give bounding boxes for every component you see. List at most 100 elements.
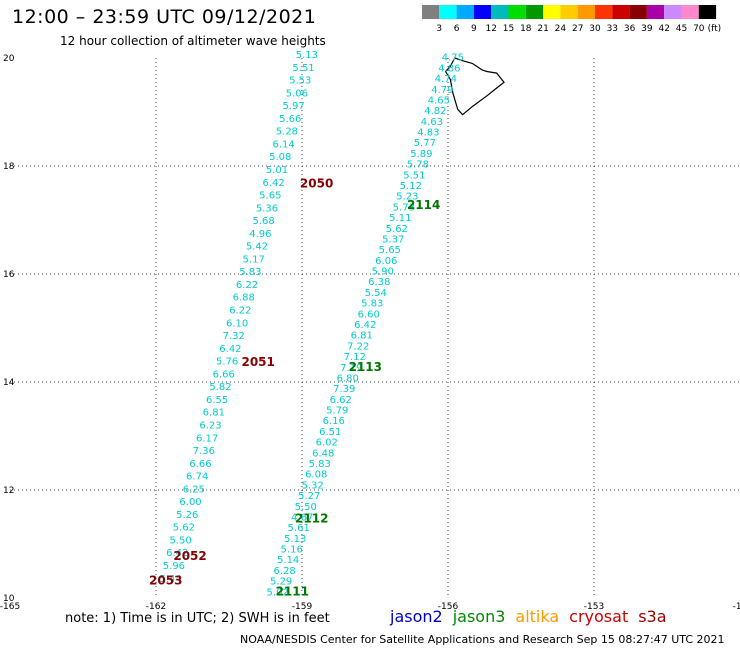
legend-jason2: jason2	[390, 607, 443, 626]
swh-value: 5.13	[296, 50, 318, 61]
satellite-legend: jason2 jason3 altika cryosat s3a	[390, 607, 677, 626]
swh-value: 7.36	[193, 446, 215, 457]
lat-tick-label: 14	[3, 378, 15, 388]
swh-value: 5.61	[288, 523, 310, 534]
lon-tick-label: -153	[584, 602, 604, 610]
orbit-label: 2113	[349, 360, 382, 374]
orbit-label: 2053	[149, 574, 182, 588]
scale-swatch	[508, 5, 526, 19]
orbit-label: 2114	[407, 198, 440, 212]
swh-value: 4.79	[431, 85, 453, 96]
swh-value: 5.17	[243, 254, 265, 265]
swh-value: 5.73	[393, 202, 415, 213]
lat-tick-label: 16	[3, 270, 15, 280]
swh-value: 5.50	[295, 502, 317, 513]
swh-value: 5.23	[396, 192, 418, 203]
coastline-hawaii	[444, 57, 505, 116]
scale-swatch	[525, 5, 544, 19]
swh-value: 6.48	[312, 448, 334, 459]
swh-value: 6.66	[189, 459, 211, 470]
swh-value: 5.83	[239, 267, 261, 278]
swh-value: 6.02	[316, 438, 338, 449]
swh-value: 6.74	[186, 472, 208, 483]
scale-swatch	[612, 5, 630, 19]
swh-value: 6.14	[272, 139, 294, 150]
wave-height-map: -165-162-159-156-153-152018161412105.135…	[0, 50, 740, 610]
lon-tick-label: -165	[0, 602, 20, 610]
swh-value: 6.42	[262, 178, 284, 189]
lat-tick-label: 10	[3, 594, 15, 604]
scale-label: 6	[454, 24, 460, 34]
scale-swatch	[629, 5, 647, 19]
scale-label: 12	[485, 24, 496, 34]
map-subtitle: 12 hour collection of altimeter wave hei…	[60, 34, 326, 48]
swh-value: 4.67	[291, 512, 313, 523]
swh-value: 5.27	[298, 491, 320, 502]
scale-swatch	[543, 5, 561, 19]
swh-value: 5.76	[216, 357, 238, 368]
swh-value: 5.89	[410, 149, 432, 160]
scale-label: 39	[641, 24, 653, 34]
swh-value: 5.77	[414, 138, 436, 149]
swh-value: 6.17	[196, 433, 218, 444]
swh-value: 6.22	[236, 280, 258, 291]
swh-value: 4.83	[417, 128, 439, 139]
legend-cryosat: cryosat	[569, 607, 629, 626]
swh-value: 4.63	[421, 117, 443, 128]
scale-label: 70	[693, 24, 705, 34]
legend-s3a: s3a	[638, 607, 667, 626]
swh-value: 4.65	[428, 95, 450, 106]
swh-value: 7.19	[340, 363, 362, 374]
swh-value: 5.36	[256, 203, 278, 214]
scale-swatch	[439, 5, 457, 19]
swh-value: 5.26	[176, 510, 198, 521]
swh-value: 5.16	[281, 545, 303, 556]
swh-value: 6.66	[213, 369, 235, 380]
swh-value: 5.96	[163, 561, 185, 572]
swh-value: 5.50	[169, 535, 191, 546]
scale-swatch	[473, 5, 492, 19]
scale-label: 30	[589, 24, 601, 34]
orbit-label: 2112	[295, 511, 328, 525]
lat-tick-label: 12	[3, 486, 14, 496]
swh-value: 5.54	[365, 288, 387, 299]
scale-swatch	[664, 5, 682, 19]
swh-value: 5.53	[289, 76, 311, 87]
swh-value: 5.65	[379, 245, 401, 256]
scale-swatch	[698, 5, 717, 19]
orbit-label: 2050	[300, 177, 333, 191]
swh-value: 5.37	[382, 234, 404, 245]
swh-value: 6.23	[199, 420, 221, 431]
swh-value: 5.12	[400, 181, 422, 192]
swh-value: 6.62	[330, 395, 352, 406]
color-scale: 3 6 9 12 15 18 21 24 27 30 33 36 39 42 45 70 (ft)	[422, 5, 721, 34]
swh-value: 5.65	[259, 191, 281, 202]
swh-value: 5.01	[266, 165, 288, 176]
swh-value: 6.25	[183, 484, 205, 495]
swh-value: 6.80	[337, 373, 359, 384]
swh-value: 5.83	[361, 299, 383, 310]
swh-value: 4.82	[424, 106, 446, 117]
swh-value: 6.81	[351, 331, 373, 342]
swh-value: 4.75	[442, 53, 464, 64]
swh-value: 5.42	[246, 242, 268, 253]
scale-swatch	[491, 5, 509, 19]
lon-tick-label: -156	[438, 602, 459, 610]
swh-value: 4.74	[435, 74, 457, 85]
swh-value: 5.62	[386, 224, 408, 235]
scale-label: 27	[572, 24, 583, 34]
legend-altika: altika	[515, 607, 560, 626]
scale-swatch	[560, 5, 578, 19]
swh-value: 6.51	[319, 427, 341, 438]
swh-value: 7.39	[333, 384, 355, 395]
swh-value: 5.06	[286, 88, 308, 99]
swh-value: 5.68	[253, 216, 275, 227]
swh-value: 5.78	[407, 160, 429, 171]
scale-label: 3	[436, 24, 442, 34]
scale-label: 42	[658, 24, 669, 34]
swh-value: 5.79	[326, 406, 348, 417]
swh-value: 7.32	[223, 331, 245, 342]
swh-value: 6.22	[229, 306, 251, 317]
scale-swatch	[681, 5, 699, 19]
scale-label: 45	[676, 24, 687, 34]
